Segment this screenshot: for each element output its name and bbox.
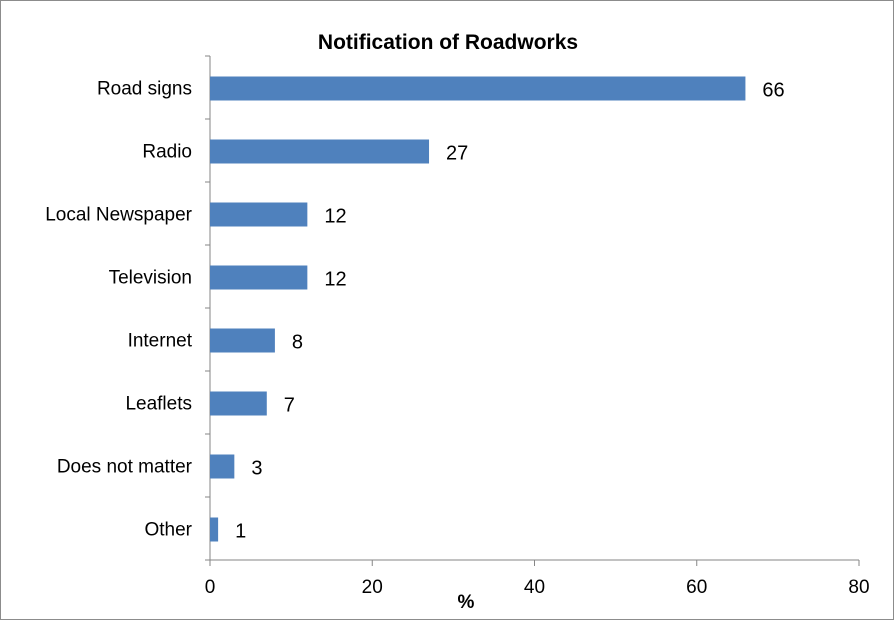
data-label: 12 [324,206,346,228]
bar [210,76,746,101]
x-tick-label: 0 [205,577,216,598]
bar [210,391,267,416]
chart-title: Notification of Roadworks [318,31,578,54]
bar [210,517,219,542]
category-label: Leaflets [125,394,192,415]
category-label: Road signs [97,79,192,100]
category-label: Does not matter [57,457,193,478]
plot-area: 0 20 40 60 80 Road signs 66 Radio 27 Local Newspa… [45,55,870,598]
bar [210,328,275,353]
x-tick-label: 20 [362,577,383,598]
data-label: 3 [251,458,262,480]
data-label: 27 [446,143,468,165]
category-label: Other [144,520,192,541]
x-axis-title: % [458,592,475,613]
category-label: Television [109,268,192,289]
data-label: 1 [235,521,246,543]
bar [210,454,235,479]
bar [210,139,430,164]
data-label: 12 [324,269,346,291]
category-label: Local Newspaper [45,205,192,226]
bar [210,265,308,290]
x-tick-label: 80 [848,577,869,598]
bar [210,202,308,227]
x-tick-label: 60 [686,577,707,598]
x-tick-label: 40 [524,577,545,598]
data-label: 7 [284,395,295,417]
data-label: 66 [762,80,784,102]
category-label: Radio [142,142,192,163]
data-label: 8 [292,332,303,354]
category-label: Internet [128,331,193,352]
